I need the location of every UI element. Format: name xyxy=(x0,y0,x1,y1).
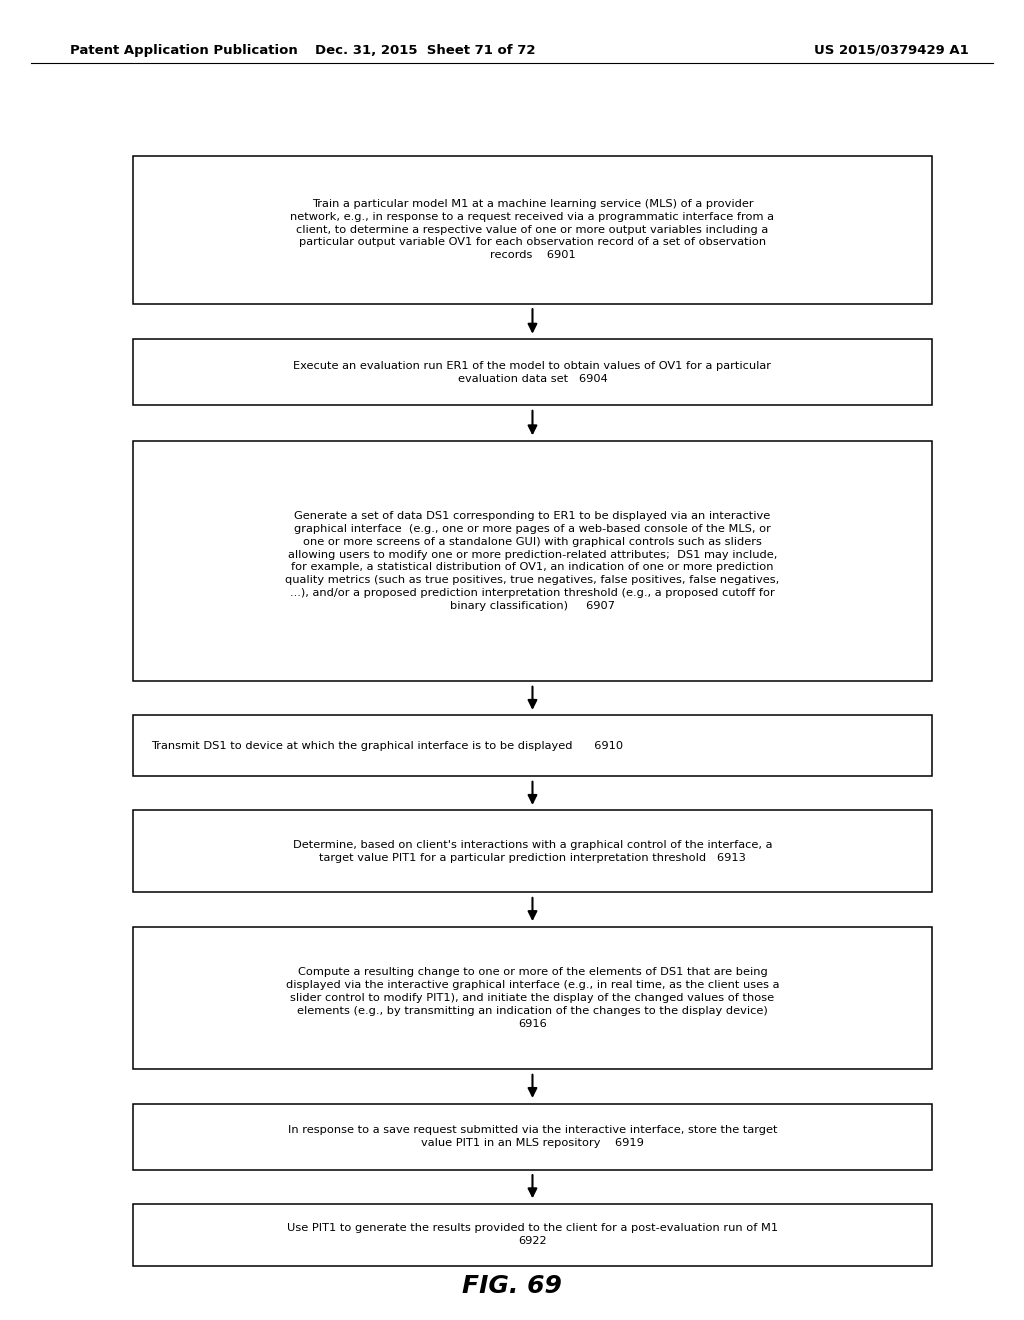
Bar xyxy=(133,156,932,304)
Bar xyxy=(133,1204,932,1266)
Text: Patent Application Publication: Patent Application Publication xyxy=(70,44,297,57)
Text: Determine, based on client's interactions with a graphical control of the interf: Determine, based on client's interaction… xyxy=(293,840,772,863)
Text: US 2015/0379429 A1: US 2015/0379429 A1 xyxy=(813,44,969,57)
Text: Generate a set of data DS1 corresponding to ER1 to be displayed via an interacti: Generate a set of data DS1 corresponding… xyxy=(286,511,779,611)
Bar xyxy=(133,927,932,1069)
Bar xyxy=(133,715,932,776)
Text: FIG. 69: FIG. 69 xyxy=(462,1274,562,1298)
Text: Compute a resulting change to one or more of the elements of DS1 that are being
: Compute a resulting change to one or mor… xyxy=(286,968,779,1028)
Bar xyxy=(133,339,932,405)
Text: In response to a save request submitted via the interactive interface, store the: In response to a save request submitted … xyxy=(288,1125,777,1148)
Text: Use PIT1 to generate the results provided to the client for a post-evaluation ru: Use PIT1 to generate the results provide… xyxy=(287,1224,778,1246)
Text: Execute an evaluation run ER1 of the model to obtain values of OV1 for a particu: Execute an evaluation run ER1 of the mod… xyxy=(294,360,771,384)
Bar xyxy=(133,1104,932,1170)
Text: Train a particular model M1 at a machine learning service (MLS) of a provider
ne: Train a particular model M1 at a machine… xyxy=(291,199,774,260)
Bar xyxy=(133,441,932,681)
Text: Dec. 31, 2015  Sheet 71 of 72: Dec. 31, 2015 Sheet 71 of 72 xyxy=(314,44,536,57)
Text: Transmit DS1 to device at which the graphical interface is to be displayed      : Transmit DS1 to device at which the grap… xyxy=(152,741,624,751)
Bar xyxy=(133,810,932,892)
